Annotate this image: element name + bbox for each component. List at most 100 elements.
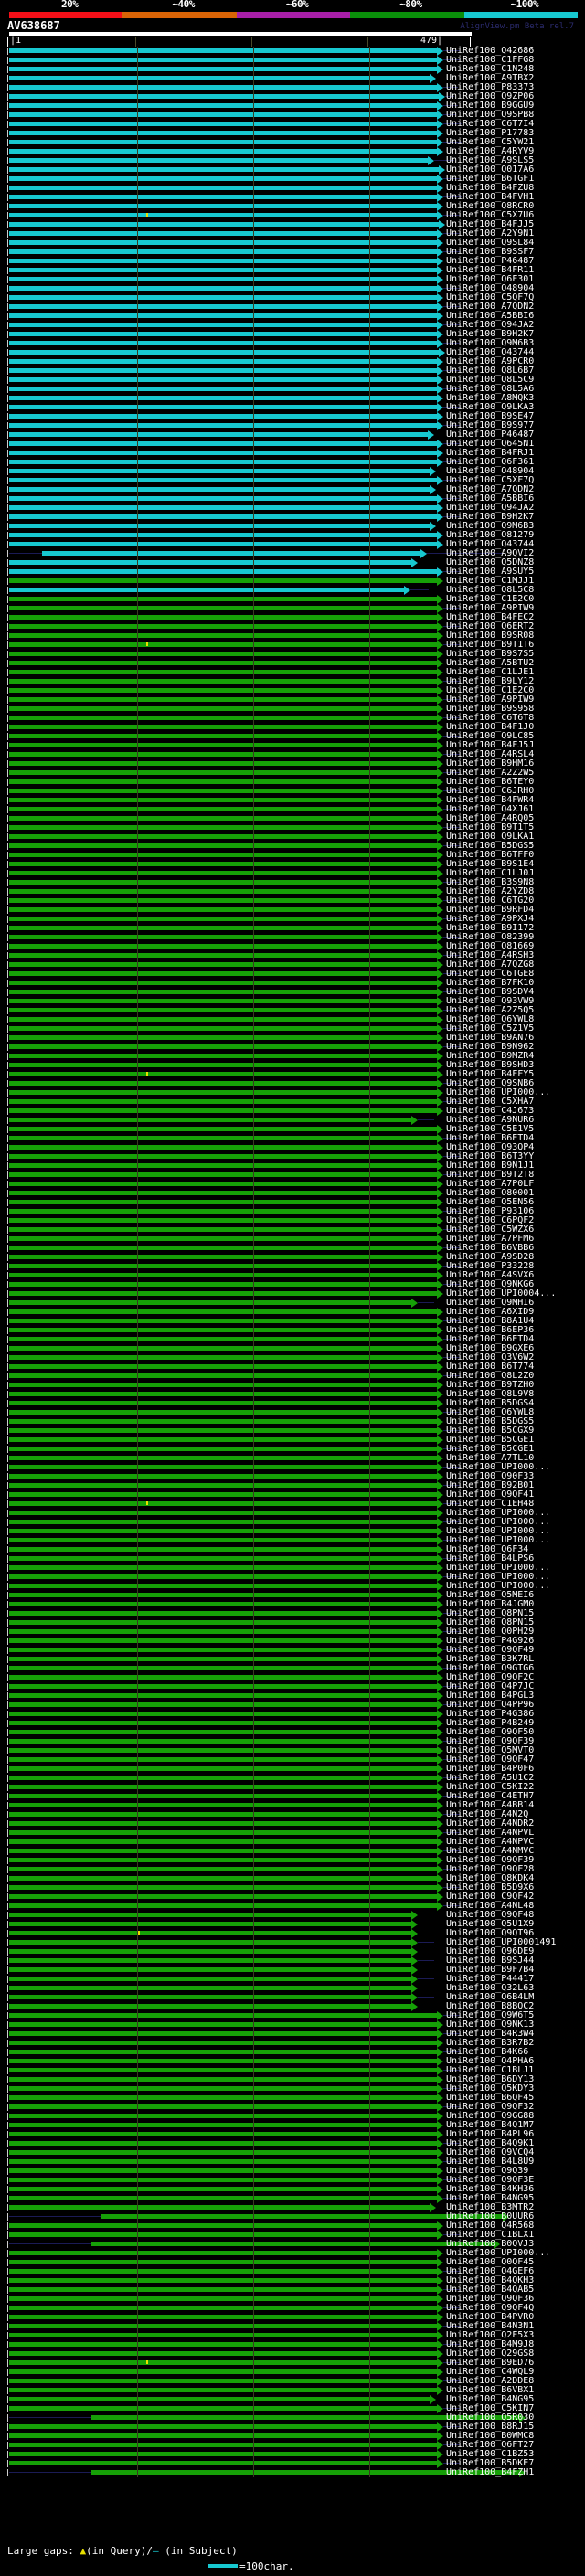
hit-bar[interactable] <box>9 1501 437 1506</box>
hit-bar[interactable] <box>9 2205 430 2210</box>
hit-id-label[interactable]: UniRef100_B5CGE1 <box>446 1444 535 1454</box>
hit-id-label[interactable]: UniRef100_B4FRJ1 <box>446 448 535 458</box>
hit-bar[interactable] <box>9 332 437 336</box>
hit-id-label[interactable]: UniRef100_C6JRH0 <box>446 786 535 796</box>
hit-id-label[interactable]: UniRef100_Q4GEF6 <box>446 2266 535 2276</box>
table-row[interactable]: UniRef100_B9S7S5 <box>0 649 585 659</box>
hit-id-label[interactable]: UniRef100_Q5R030 <box>446 2412 535 2422</box>
hit-bar[interactable] <box>9 1803 437 1807</box>
hit-id-label[interactable]: UniRef100_A9SUY5 <box>446 567 535 577</box>
hit-id-label[interactable]: UniRef100_O81279 <box>446 530 535 540</box>
table-row[interactable]: UniRef100_A4SVX6 <box>0 1270 585 1280</box>
hit-id-label[interactable]: UniRef100_Q9QF41 <box>446 1489 535 1500</box>
hit-bar[interactable] <box>9 85 437 90</box>
hit-bar[interactable] <box>9 1337 437 1341</box>
hit-bar[interactable] <box>9 460 437 464</box>
table-row[interactable]: UniRef100_Q9MHI6 <box>0 1298 585 1308</box>
hit-bar[interactable] <box>9 1392 437 1396</box>
hit-id-label[interactable]: UniRef100_A6XID9 <box>446 1307 535 1317</box>
hit-bar[interactable] <box>9 1428 437 1433</box>
hit-id-label[interactable]: UniRef100_Q9QF32 <box>446 2102 535 2112</box>
hit-bar[interactable] <box>9 935 437 939</box>
hit-bar[interactable] <box>9 1081 437 1086</box>
hit-id-label[interactable]: UniRef100_B9ED76 <box>446 2358 535 2368</box>
table-row[interactable]: UniRef100_B4Q1M7 <box>0 2120 585 2130</box>
hit-id-label[interactable]: UniRef100_Q9QF49 <box>446 1645 535 1655</box>
hit-bar[interactable] <box>9 1702 437 1707</box>
hit-id-label[interactable]: UniRef100_B4PVR0 <box>446 2312 535 2322</box>
hit-bar[interactable] <box>9 1839 437 1844</box>
table-row[interactable]: UniRef100_A9QVI2 <box>0 548 585 558</box>
hit-id-label[interactable]: UniRef100_B4M9J8 <box>446 2339 535 2349</box>
hit-bar[interactable] <box>9 743 437 747</box>
hit-id-label[interactable]: UniRef100_O82399 <box>446 932 535 942</box>
table-row[interactable]: UniRef100_A7QZG8 <box>0 959 585 970</box>
table-row[interactable]: UniRef100_Q42686 <box>0 46 585 56</box>
table-row[interactable]: UniRef100_A7P0LF <box>0 1179 585 1189</box>
hit-id-label[interactable]: UniRef100_Q6F361 <box>446 457 535 467</box>
hit-id-label[interactable]: UniRef100_Q8PN15 <box>446 1608 535 1618</box>
hit-bar[interactable] <box>9 1090 437 1095</box>
hit-bar[interactable] <box>9 843 437 848</box>
hit-id-label[interactable]: UniRef100_A9SLS5 <box>446 155 535 165</box>
table-row[interactable]: UniRef100_Q5DNZ8 <box>0 557 585 567</box>
table-row[interactable]: UniRef100_O80001 <box>0 1188 585 1198</box>
hit-bar[interactable] <box>9 2031 437 2036</box>
hit-id-label[interactable]: UniRef100_C6T6T8 <box>446 713 535 723</box>
table-row[interactable]: UniRef100_Q9QF2C <box>0 1672 585 1682</box>
hit-bar[interactable] <box>9 1693 437 1698</box>
hit-id-label[interactable]: UniRef100_Q8RCR0 <box>446 201 535 211</box>
hit-id-label[interactable]: UniRef100_A5BBI6 <box>446 311 535 321</box>
hit-id-label[interactable]: UniRef100_B6EP36 <box>446 1325 535 1335</box>
table-row[interactable]: UniRef100_UPI000... <box>0 1572 585 1582</box>
hit-id-label[interactable]: UniRef100_B9HM16 <box>446 758 535 769</box>
table-row[interactable]: UniRef100_C1LJE1 <box>0 667 585 677</box>
hit-id-label[interactable]: UniRef100_P83373 <box>446 82 535 92</box>
table-row[interactable]: UniRef100_UPI000... <box>0 1526 585 1536</box>
hit-bar[interactable] <box>9 1894 437 1899</box>
hit-id-label[interactable]: UniRef100_Q9GTG6 <box>446 1663 535 1673</box>
hit-bar[interactable] <box>9 505 437 510</box>
table-row[interactable]: UniRef100_B0UUR6 <box>0 2211 585 2221</box>
hit-bar[interactable] <box>9 2123 437 2127</box>
table-row[interactable]: UniRef100_Q9VCQ4 <box>0 2147 585 2157</box>
table-row[interactable]: UniRef100_A8MQK3 <box>0 393 585 403</box>
hit-bar[interactable] <box>9 1072 437 1076</box>
table-row[interactable]: UniRef100_A4RSH3 <box>0 950 585 960</box>
hit-id-label[interactable]: UniRef100_B9GXE6 <box>446 1343 535 1353</box>
hit-id-label[interactable]: UniRef100_C6TG20 <box>446 896 535 906</box>
hit-bar[interactable] <box>9 990 437 994</box>
hit-id-label[interactable]: UniRef100_B9GGU9 <box>446 101 535 111</box>
hit-id-label[interactable]: UniRef100_Q9QT96 <box>446 1928 535 1938</box>
table-row[interactable]: UniRef100_P46487 <box>0 429 585 440</box>
table-row[interactable]: UniRef100_B4FZU8 <box>0 183 585 193</box>
table-row[interactable]: UniRef100_B5DGS5 <box>0 841 585 851</box>
table-row[interactable]: UniRef100_B4PVR0 <box>0 2312 585 2322</box>
table-row[interactable]: UniRef100_Q9SNB6 <box>0 1078 585 1088</box>
table-row[interactable]: UniRef100_Q6F361 <box>0 457 585 467</box>
hit-id-label[interactable]: UniRef100_A4N2Q <box>446 1809 529 1819</box>
hit-bar[interactable] <box>9 176 437 181</box>
hit-bar[interactable] <box>9 761 437 766</box>
hit-id-label[interactable]: UniRef100_Q8L9V8 <box>446 1389 535 1399</box>
hit-id-label[interactable]: UniRef100_Q8KDK4 <box>446 1873 535 1883</box>
hit-bar[interactable] <box>9 2196 437 2200</box>
hit-id-label[interactable]: UniRef100_Q9QF36 <box>446 2294 535 2304</box>
table-row[interactable]: UniRef100_A9TBX2 <box>0 73 585 83</box>
hit-id-label[interactable]: UniRef100_A4NPVC <box>446 1837 535 1847</box>
hit-bar[interactable] <box>9 1328 437 1332</box>
hit-bar[interactable] <box>9 2187 437 2191</box>
table-row[interactable]: UniRef100_Q8RCR0 <box>0 201 585 211</box>
table-row[interactable]: UniRef100_Q2F5X3 <box>0 2330 585 2340</box>
table-row[interactable]: UniRef100_Q96DE9 <box>0 1946 585 1956</box>
table-row[interactable]: UniRef100_C5X7U6 <box>0 210 585 220</box>
hit-bar[interactable] <box>9 1099 437 1104</box>
hit-id-label[interactable]: UniRef100_Q9MHI6 <box>446 1298 535 1308</box>
table-row[interactable]: UniRef100_B8A1U4 <box>0 1316 585 1326</box>
hit-id-label[interactable]: UniRef100_A4NL48 <box>446 1901 535 1911</box>
hit-bar[interactable] <box>9 1410 437 1415</box>
hit-bar[interactable] <box>9 368 437 373</box>
hit-id-label[interactable]: UniRef100_A7QZG8 <box>446 959 535 970</box>
table-row[interactable]: UniRef100_B4FFY5 <box>0 1069 585 1079</box>
table-row[interactable]: UniRef100_A9SUY5 <box>0 567 585 577</box>
